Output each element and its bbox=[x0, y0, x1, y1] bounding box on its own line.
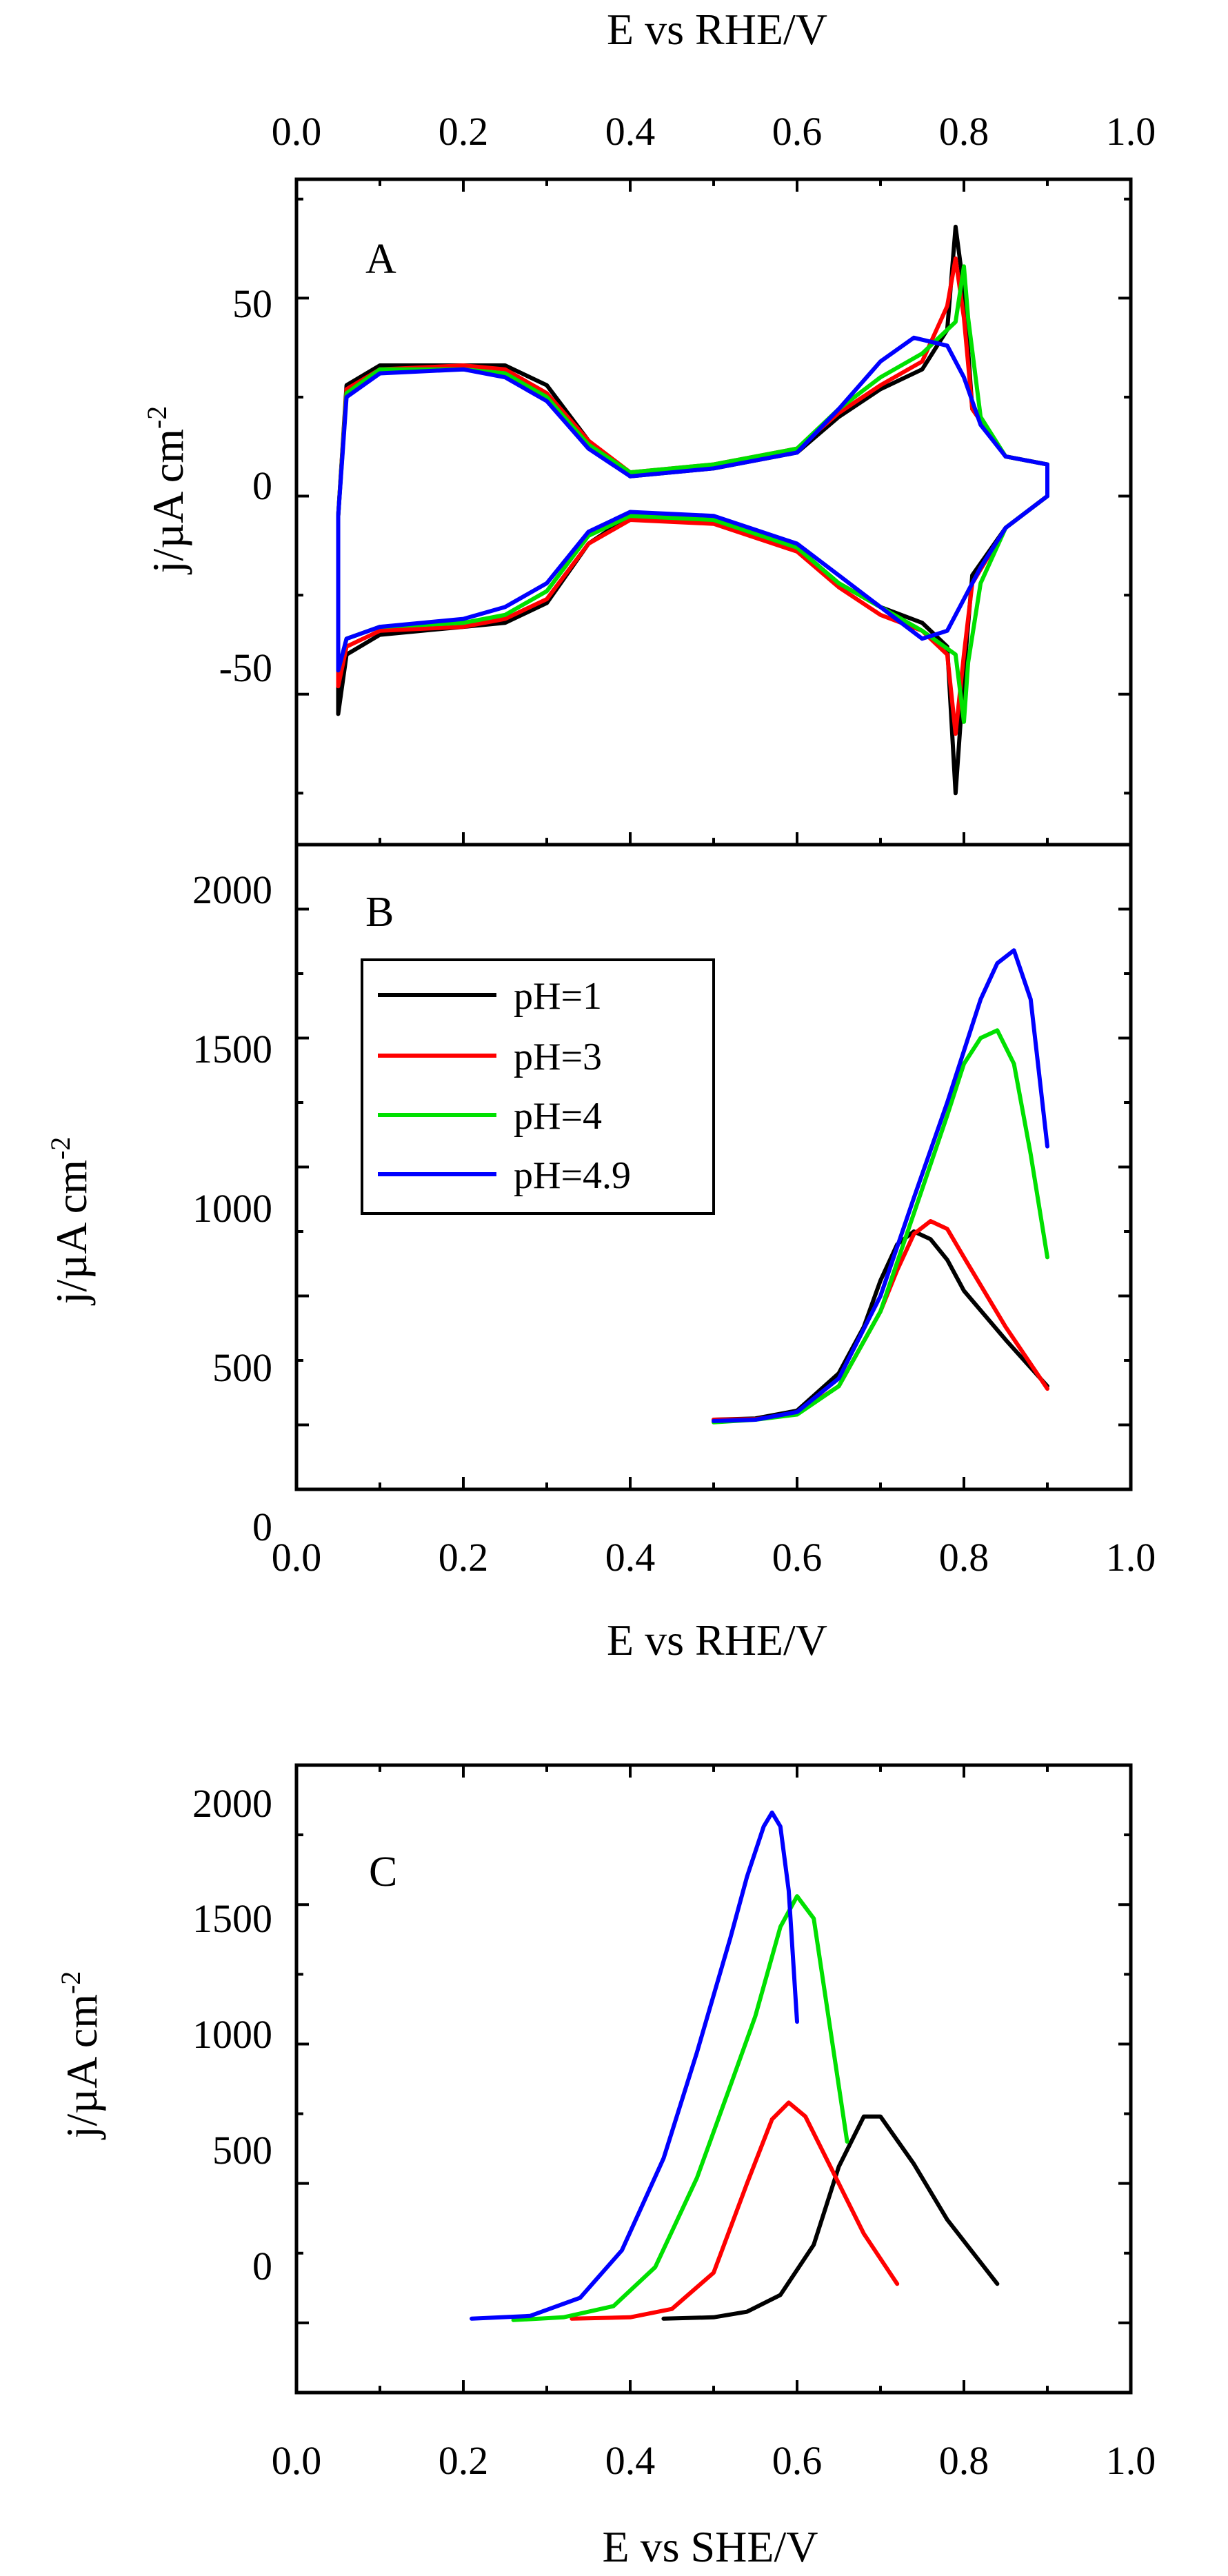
panel-a-ylabel: j/µA cm-2 bbox=[141, 406, 192, 575]
panel-c-series-ph-1 bbox=[661, 2114, 1000, 2321]
legend-box bbox=[361, 958, 715, 1215]
panel-b-xlabel: E vs RHE/V bbox=[607, 1616, 827, 1664]
panel-c-xtick-labels: 0.0 0.2 0.4 0.6 0.8 1.0 bbox=[272, 2438, 1156, 2483]
panel-c-ytick-label: 0 bbox=[252, 2244, 272, 2288]
panel-b-ytick-label: 2000 bbox=[192, 867, 272, 912]
panel-b-xtick-label: 0.4 bbox=[605, 1535, 656, 1580]
legend-label: pH=3 bbox=[514, 1036, 602, 1078]
panel-c-series-group bbox=[470, 1810, 1000, 2322]
panel-b-ytick-labels: 2000 1500 1000 500 0 bbox=[192, 867, 272, 1549]
panel-c-xtick-label: 0.2 bbox=[439, 2438, 489, 2483]
panel-c-ylabel: j/µA cm-2 bbox=[55, 1971, 106, 2140]
panel-c-ytick-label: 1000 bbox=[192, 2012, 272, 2057]
panel-b-xtick-label: 0.6 bbox=[772, 1535, 823, 1580]
panel-a-series-ph-4-9 bbox=[336, 335, 1049, 673]
legend-label: pH=4.9 bbox=[514, 1154, 631, 1197]
panel-c-xtick-label: 0.6 bbox=[772, 2438, 823, 2483]
panel-c-plot-area bbox=[294, 1763, 1133, 2395]
panel-b-xtick-label: 0.0 bbox=[272, 1535, 322, 1580]
panel-c-xtick-label: 0.4 bbox=[605, 2438, 656, 2483]
panel-c-letter: C bbox=[369, 1849, 397, 1895]
panel-b-xtick-labels: 0.0 0.2 0.4 0.6 0.8 1.0 bbox=[272, 1535, 1156, 1580]
legend: pH=1 pH=3 pH=4 pH=4.9 bbox=[361, 958, 715, 1215]
panel-a-xtick-label: 0.0 bbox=[272, 109, 322, 154]
panel-b-ylabel: j/µA cm-2 bbox=[45, 1137, 96, 1306]
panel-b-xtick-label: 0.8 bbox=[939, 1535, 989, 1580]
panel-b-ytick-label: 0 bbox=[252, 1505, 272, 1549]
panel-b-letter: B bbox=[365, 889, 394, 936]
panel-a-letter: A bbox=[365, 236, 396, 283]
panel-a-xtick-label: 0.4 bbox=[605, 109, 656, 154]
panel-c-ytick-labels: 2000 1500 1000 500 0 bbox=[192, 1781, 272, 2288]
panel-b-plot-area bbox=[294, 843, 1133, 1491]
panel-a-xtick-label: 0.8 bbox=[939, 109, 989, 154]
panel-c-xlabel: E vs SHE/V bbox=[603, 2522, 818, 2571]
panel-a-top-xlabel: E vs RHE/V bbox=[607, 5, 827, 54]
panel-c-series-ph-3 bbox=[570, 2100, 900, 2321]
panel-a-ytick-label: 0 bbox=[252, 463, 272, 508]
panel-c-xtick-label: 1.0 bbox=[1106, 2438, 1156, 2483]
panel-a-xtick-label: 0.2 bbox=[439, 109, 489, 154]
legend-label: pH=1 bbox=[514, 975, 602, 1018]
panel-c-series-ph-4 bbox=[511, 1894, 849, 2322]
panel-c: 0.0 0.2 0.4 0.6 0.8 1.0 2000 1500 1000 5… bbox=[55, 1763, 1156, 2571]
panel-b-xtick-label: 0.2 bbox=[439, 1535, 489, 1580]
panel-b-ytick-label: 1500 bbox=[192, 1027, 272, 1071]
panel-a-ytick-label: -50 bbox=[219, 645, 272, 690]
panel-b-ytick-label: 1000 bbox=[192, 1186, 272, 1231]
panel-c-ytick-label: 500 bbox=[212, 2128, 272, 2173]
panel-a-ytick-labels: 50 0 -50 bbox=[219, 281, 272, 690]
panel-a-series-group bbox=[336, 224, 1049, 796]
panel-b-series-ph-4 bbox=[712, 1028, 1049, 1425]
panel-b-xtick-label: 1.0 bbox=[1106, 1535, 1156, 1580]
legend-label: pH=4 bbox=[514, 1095, 602, 1138]
panel-c-xtick-label: 0.0 bbox=[272, 2438, 322, 2483]
panel-a: E vs RHE/V 0.0 0.2 0.4 0.6 0.8 1.0 50 0 … bbox=[141, 5, 1156, 847]
panel-b-series-ph-4-9 bbox=[712, 948, 1049, 1423]
panel-b: 0.0 0.2 0.4 0.6 0.8 1.0 2000 1500 1000 5… bbox=[45, 843, 1156, 1664]
panel-c-ytick-label: 1500 bbox=[192, 1896, 272, 1941]
panel-a-xtick-label: 0.6 bbox=[772, 109, 823, 154]
panel-c-ytick-label: 2000 bbox=[192, 1781, 272, 1826]
panel-b-series-group bbox=[712, 948, 1049, 1425]
panel-a-ytick-label: 50 bbox=[232, 281, 272, 326]
panel-b-ytick-label: 500 bbox=[212, 1345, 272, 1390]
panel-a-xtick-label: 1.0 bbox=[1106, 109, 1156, 154]
panel-c-series-ph-4-9 bbox=[470, 1810, 799, 2321]
panel-c-xtick-label: 0.8 bbox=[939, 2438, 989, 2483]
panel-a-xtick-labels: 0.0 0.2 0.4 0.6 0.8 1.0 bbox=[272, 109, 1156, 154]
